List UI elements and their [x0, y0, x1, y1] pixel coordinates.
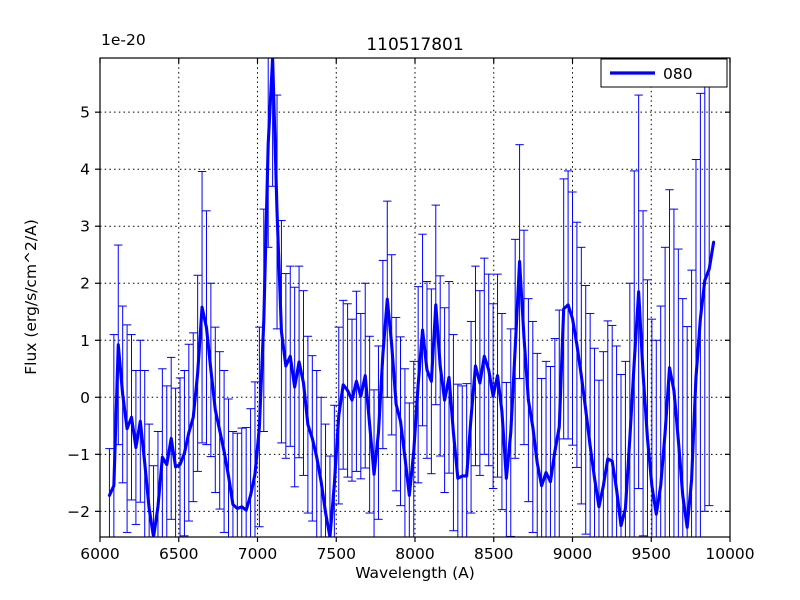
x-tick-labels: 6000 6500 7000 7500 8000 8500 9000 9500 10000	[80, 545, 754, 563]
x-tick-label: 9500	[632, 545, 671, 563]
x-tick-label: 6500	[159, 545, 198, 563]
x-tick-label: 7500	[317, 545, 356, 563]
x-axis-label: Wavelength (A)	[355, 564, 475, 582]
x-tick-label: 10000	[705, 545, 754, 563]
x-tick-label: 8500	[474, 545, 513, 563]
errorbar	[149, 465, 158, 537]
page-title: 110517801	[366, 35, 463, 55]
y-tick-label: 3	[80, 218, 90, 236]
y-tick-label: 2	[80, 275, 90, 293]
legend-item-label: 080	[663, 65, 693, 83]
x-tick-label: 9000	[553, 545, 592, 563]
y-tick-label: 1	[80, 332, 90, 350]
y-axis-offset-text: 1e-20	[101, 31, 146, 49]
y-tick-label: 4	[80, 161, 90, 179]
y-tick-labels: −2 −1 0 1 2 3 4 5	[67, 104, 90, 521]
y-tick-label: −1	[67, 446, 90, 464]
x-tick-label: 8000	[395, 545, 434, 563]
axis-ticks	[95, 58, 731, 542]
y-tick-label: 0	[80, 389, 90, 407]
legend[interactable]: 080	[600, 58, 728, 88]
x-tick-label: 7000	[238, 545, 277, 563]
x-tick-label: 6000	[80, 545, 119, 563]
y-tick-label: 5	[80, 104, 90, 122]
flux-line	[107, 58, 716, 537]
errorbar	[325, 455, 335, 537]
y-axis-label: Flux (erg/s/cm^2/A)	[22, 219, 40, 375]
y-tick-label: −2	[67, 503, 90, 521]
flux-line-series	[107, 58, 716, 537]
